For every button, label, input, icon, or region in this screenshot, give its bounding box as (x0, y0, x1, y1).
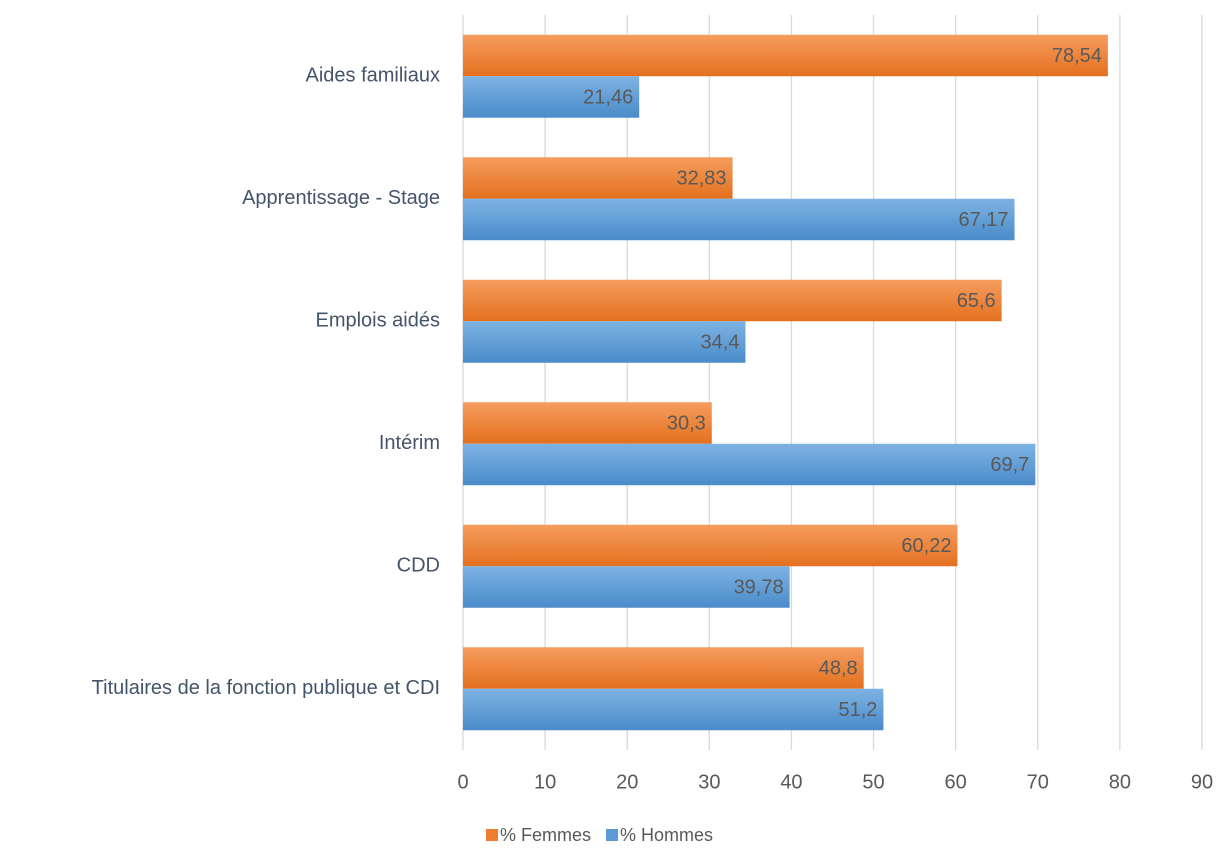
x-tick-label: 90 (1191, 771, 1213, 793)
bar (463, 688, 884, 731)
x-tick-label: 20 (616, 771, 638, 793)
x-tick-label: 60 (945, 771, 967, 793)
x-tick-label: 50 (862, 771, 884, 793)
x-tick-label: 30 (698, 771, 720, 793)
bar (463, 524, 958, 567)
x-tick-label: 80 (1109, 771, 1131, 793)
data-label: 67,17 (958, 209, 1008, 231)
category-label: Titulaires de la fonction publique et CD… (92, 677, 440, 699)
data-label: 65,6 (957, 290, 996, 312)
bar (463, 76, 640, 118)
data-label: 51,2 (838, 699, 877, 721)
data-label: 48,8 (819, 657, 858, 679)
data-label: 30,3 (667, 412, 706, 434)
x-tick-label: 40 (780, 771, 802, 793)
category-label: Apprentissage - Stage (242, 187, 440, 209)
data-label: 34,4 (701, 331, 740, 353)
legend-swatch (606, 829, 619, 841)
data-label: 69,7 (990, 454, 1029, 476)
bar (463, 321, 746, 363)
data-label: 60,22 (901, 535, 951, 557)
x-tick-label: 10 (534, 771, 556, 793)
x-tick-label: 70 (1027, 771, 1049, 793)
bar (463, 198, 1015, 241)
x-tick-label: 0 (457, 771, 468, 793)
bar (463, 279, 1002, 322)
data-label: 39,78 (734, 576, 784, 598)
legend-label: % Hommes (620, 825, 713, 845)
bar (463, 443, 1036, 486)
bar (463, 566, 790, 608)
category-label: Emplois aidés (315, 310, 440, 332)
category-label: Intérim (379, 432, 440, 454)
bar (463, 402, 712, 444)
bar (463, 647, 864, 689)
bar (463, 157, 733, 199)
legend-label: % Femmes (500, 825, 591, 845)
legend-swatch (486, 829, 498, 841)
data-label: 21,46 (583, 86, 633, 108)
category-label: CDD (397, 555, 440, 577)
bar (463, 34, 1108, 77)
data-label: 32,83 (677, 167, 727, 189)
category-label: Aides familiaux (305, 65, 440, 87)
data-label: 78,54 (1052, 45, 1102, 67)
